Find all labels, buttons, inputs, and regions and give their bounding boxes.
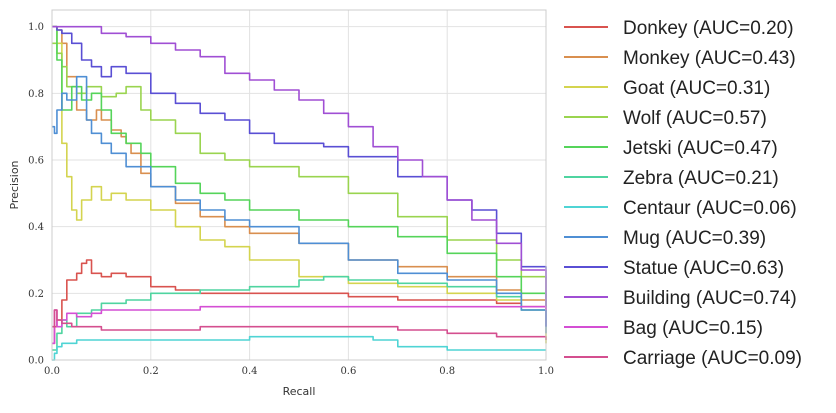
y-tick-label: 0.4 (28, 222, 44, 233)
plot-background (52, 10, 546, 360)
x-axis-title: Recall (283, 385, 316, 398)
series-line-7 (52, 75, 547, 334)
series-line-10 (52, 305, 547, 345)
series-line-0 (52, 259, 547, 345)
series-line-6 (52, 335, 546, 361)
series-line-2 (52, 25, 547, 344)
legend-label: Building (AUC=0.74) (623, 288, 797, 309)
y-tick-label: 0.8 (28, 89, 44, 100)
legend: Donkey (AUC=0.20) Monkey (AUC=0.43) Goat (… (564, 18, 802, 369)
tick-labels: 0.0 0.2 0.4 0.6 0.8 1.0 0.0 0.2 0.4 0.6 0.8 1.0 (28, 22, 554, 377)
plot-frame (51, 9, 547, 361)
x-tick-label: 1.0 (538, 366, 554, 377)
x-tick-label: 0.4 (242, 366, 258, 377)
legend-label: Jetski (AUC=0.47) (623, 138, 778, 159)
series-lines (52, 25, 547, 361)
series-line-9 (52, 25, 547, 310)
legend-label: Bag (AUC=0.15) (623, 318, 763, 339)
y-tick-label: 0.0 (28, 356, 44, 367)
y-axis-title: Precision (8, 160, 21, 209)
legend-label: Donkey (AUC=0.20) (623, 18, 794, 39)
x-tick-label: 0.0 (44, 366, 60, 377)
y-tick-label: 1.0 (28, 22, 44, 33)
series-line-11 (52, 309, 547, 340)
legend-label: Statue (AUC=0.63) (623, 258, 784, 279)
series-line-5 (52, 275, 547, 351)
x-tick-label: 0.6 (340, 366, 356, 377)
legend-label: Wolf (AUC=0.57) (623, 108, 767, 129)
legend-label: Zebra (AUC=0.21) (623, 168, 779, 189)
y-tick-label: 0.6 (28, 156, 44, 167)
series-line-4 (52, 25, 547, 320)
legend-label: Centaur (AUC=0.06) (623, 198, 797, 219)
legend-label: Mug (AUC=0.39) (623, 228, 766, 249)
y-tick-label: 0.2 (28, 289, 44, 300)
legend-label: Monkey (AUC=0.43) (623, 48, 796, 69)
legend-label: Carriage (AUC=0.09) (623, 348, 802, 369)
x-tick-label: 0.8 (439, 366, 455, 377)
x-tick-label: 0.2 (143, 366, 159, 377)
legend-label: Goat (AUC=0.31) (623, 78, 770, 99)
